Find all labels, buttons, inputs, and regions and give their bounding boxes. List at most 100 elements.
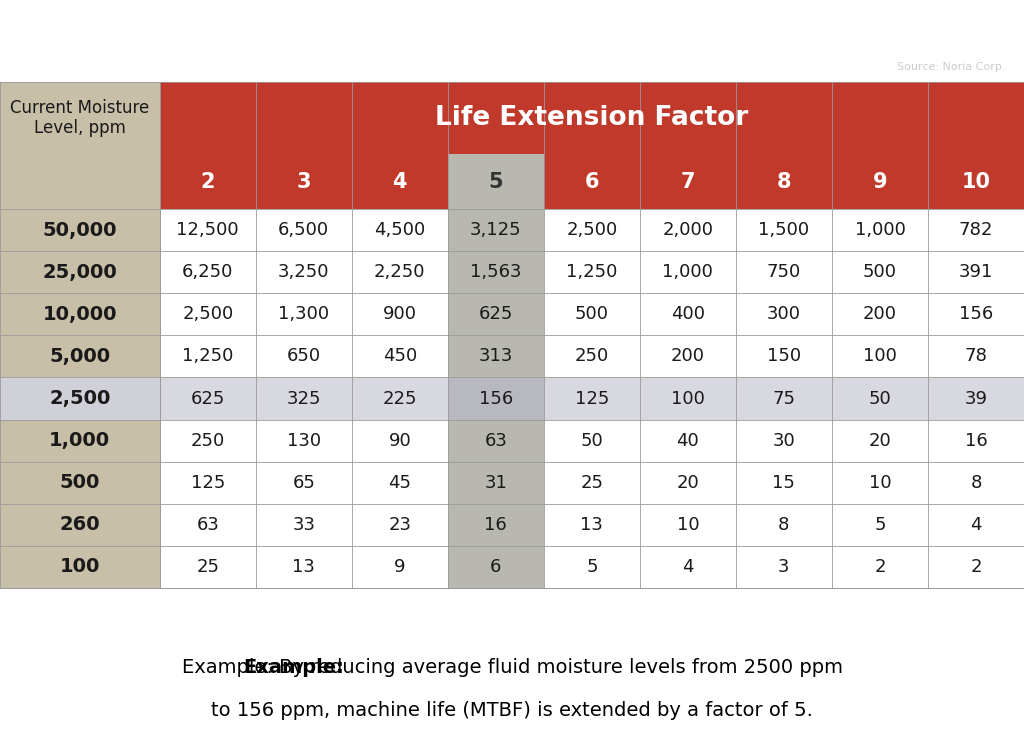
Text: 500: 500: [59, 473, 100, 493]
Text: 300: 300: [767, 305, 801, 324]
Text: 150: 150: [767, 347, 801, 365]
Bar: [831, 293, 928, 336]
Text: 4: 4: [392, 172, 408, 191]
Text: 15: 15: [772, 474, 796, 492]
Bar: [928, 462, 1024, 504]
Bar: [160, 546, 256, 588]
Text: 6: 6: [490, 558, 502, 576]
Text: 400: 400: [671, 305, 705, 324]
Bar: [928, 377, 1024, 420]
Bar: [640, 209, 736, 251]
Bar: [447, 251, 544, 293]
Text: 65: 65: [292, 474, 315, 492]
Bar: [160, 336, 256, 377]
Text: 75: 75: [772, 390, 796, 408]
Text: Source: Noria Corp.: Source: Noria Corp.: [897, 62, 1006, 72]
Text: 40: 40: [677, 432, 699, 449]
Bar: [0, 209, 160, 251]
Text: 100: 100: [59, 557, 100, 577]
Text: Life Extension Factor: Life Extension Factor: [435, 105, 749, 131]
Bar: [928, 546, 1024, 588]
Text: 2,500: 2,500: [49, 389, 111, 408]
Text: 125: 125: [190, 474, 225, 492]
Text: 20: 20: [868, 432, 891, 449]
Text: 45: 45: [388, 474, 412, 492]
Text: 50: 50: [868, 390, 891, 408]
Text: 3,125: 3,125: [470, 221, 521, 239]
Bar: [928, 293, 1024, 336]
Bar: [160, 251, 256, 293]
Bar: [831, 420, 928, 462]
Bar: [352, 504, 447, 546]
Bar: [352, 546, 447, 588]
Text: 30: 30: [772, 432, 796, 449]
Text: 450: 450: [383, 347, 417, 365]
Bar: [447, 209, 544, 251]
Text: 6,500: 6,500: [279, 221, 330, 239]
Text: 2: 2: [970, 558, 982, 576]
Bar: [928, 420, 1024, 462]
Bar: [928, 209, 1024, 251]
Bar: [640, 154, 736, 209]
Bar: [736, 293, 831, 336]
Text: 31: 31: [484, 474, 507, 492]
Text: 500: 500: [574, 305, 609, 324]
Text: Example:: Example:: [244, 658, 344, 677]
Text: 20: 20: [677, 474, 699, 492]
Text: 1,000: 1,000: [663, 263, 714, 281]
Bar: [447, 293, 544, 336]
Bar: [736, 377, 831, 420]
Text: Example: By reducing average fluid moisture levels from 2500 ppm: Example: By reducing average fluid moist…: [181, 658, 843, 677]
Bar: [831, 209, 928, 251]
Bar: [544, 154, 640, 209]
Text: 5: 5: [586, 558, 598, 576]
Text: 10,000: 10,000: [43, 305, 117, 324]
Bar: [256, 154, 352, 209]
Text: 7: 7: [681, 172, 695, 191]
Bar: [736, 154, 831, 209]
Bar: [544, 462, 640, 504]
Bar: [831, 377, 928, 420]
Text: 5: 5: [488, 172, 503, 191]
Text: 100: 100: [671, 390, 705, 408]
Text: 1,500: 1,500: [759, 221, 810, 239]
Bar: [447, 462, 544, 504]
Text: 2: 2: [201, 172, 215, 191]
Bar: [160, 293, 256, 336]
Bar: [736, 209, 831, 251]
Bar: [352, 293, 447, 336]
Bar: [544, 504, 640, 546]
Bar: [447, 420, 544, 462]
Text: 25: 25: [581, 474, 603, 492]
Bar: [447, 336, 544, 377]
Text: 1,300: 1,300: [279, 305, 330, 324]
Bar: [352, 251, 447, 293]
Bar: [352, 209, 447, 251]
Text: 200: 200: [863, 305, 897, 324]
Text: 8: 8: [778, 516, 790, 534]
Bar: [447, 504, 544, 546]
Text: 8: 8: [971, 474, 982, 492]
Text: 4,500: 4,500: [374, 221, 425, 239]
Text: 4: 4: [970, 516, 982, 534]
Bar: [831, 336, 928, 377]
Text: 2,250: 2,250: [374, 263, 426, 281]
Text: 23: 23: [388, 516, 412, 534]
Bar: [447, 154, 544, 209]
Text: 9: 9: [872, 172, 887, 191]
Text: 156: 156: [958, 305, 993, 324]
Text: 33: 33: [292, 516, 315, 534]
Bar: [256, 462, 352, 504]
Bar: [352, 336, 447, 377]
Text: 5: 5: [874, 516, 886, 534]
Bar: [544, 336, 640, 377]
Bar: [160, 420, 256, 462]
Bar: [160, 504, 256, 546]
Text: 10: 10: [962, 172, 990, 191]
Bar: [544, 377, 640, 420]
Text: 1,000: 1,000: [854, 221, 905, 239]
Bar: [0, 336, 160, 377]
Bar: [640, 293, 736, 336]
Bar: [928, 504, 1024, 546]
Bar: [640, 420, 736, 462]
